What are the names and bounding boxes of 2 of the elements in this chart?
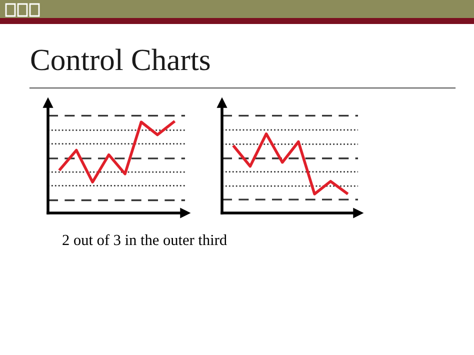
text: 2 out of 3 in the outer third xyxy=(62,234,227,246)
chart-title: Control Charts xyxy=(31,48,210,70)
